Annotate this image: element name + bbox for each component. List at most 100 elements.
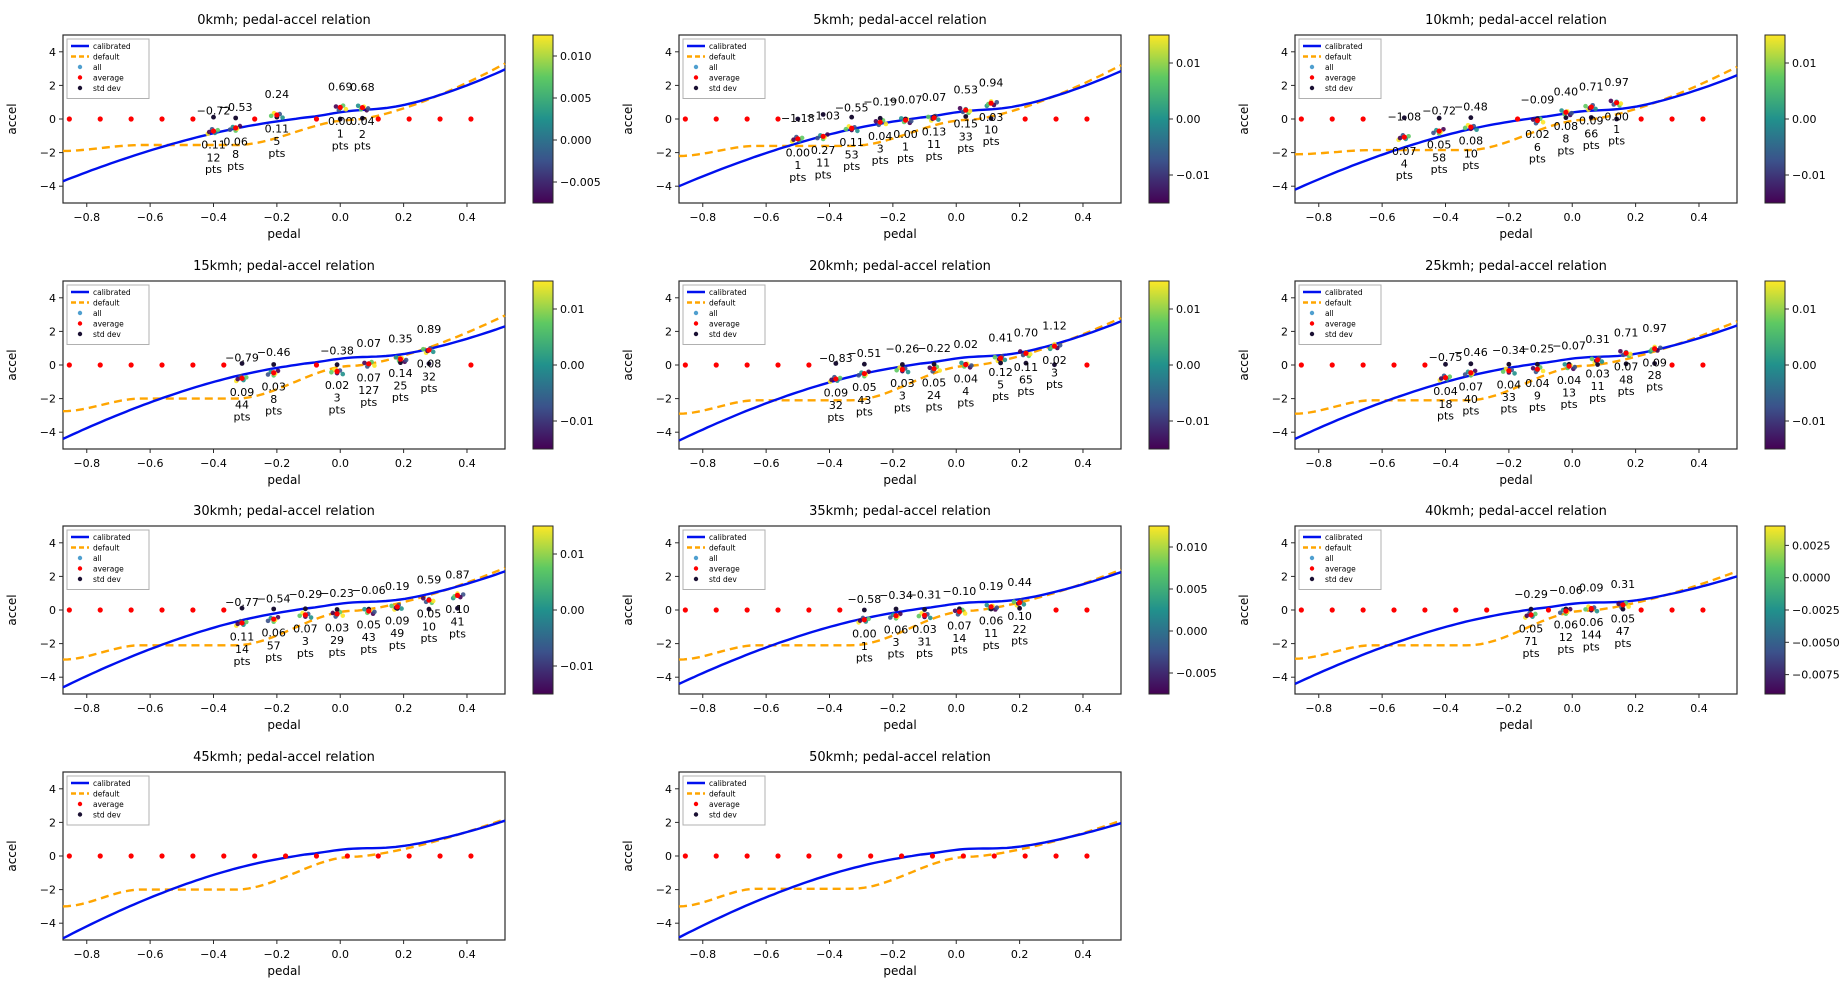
colorbar-tick-label: −0.01 — [560, 415, 594, 428]
all-dot — [984, 602, 990, 608]
std-annotation: 0.05 — [852, 381, 877, 394]
pts-unit-annotation: pts — [1618, 385, 1635, 398]
legend-label: default — [93, 543, 119, 552]
legend-label: all — [93, 554, 102, 563]
legend-average-dot — [693, 801, 699, 807]
x-tick-label: −0.4 — [816, 457, 843, 470]
all-dot — [265, 372, 271, 377]
y-tick-label: 0 — [49, 359, 56, 372]
avg-annotation: 0.24 — [265, 88, 290, 101]
pts-unit-annotation: pts — [205, 163, 222, 176]
pts-count-annotation: 48 — [1619, 373, 1633, 386]
std-dev-dot — [922, 607, 927, 612]
avg-annotation: −0.06 — [352, 584, 386, 597]
pts-unit-annotation: pts — [856, 406, 873, 419]
pts-count-annotation: 3 — [877, 142, 884, 155]
average-dot — [159, 607, 165, 613]
x-axis-label: pedal — [1499, 718, 1532, 732]
average-dot — [988, 604, 994, 610]
x-tick-label: −0.8 — [1305, 457, 1332, 470]
y-tick-label: −4 — [656, 426, 672, 439]
subplot-10kmh: 10kmh; pedal-accel relation accel pedal 4 2 0… — [1237, 13, 1826, 241]
avg-annotation: −0.83 — [819, 352, 853, 365]
all-dot — [297, 613, 302, 619]
std-annotation: 0.11 — [230, 631, 255, 644]
legend-label: std dev — [709, 84, 737, 93]
all-dot — [1474, 127, 1479, 133]
avg-annotation: 0.35 — [388, 332, 413, 345]
x-tick-label: −0.2 — [880, 948, 907, 961]
colorbar-tick-label: 0.00 — [560, 604, 585, 617]
calibrated-curve — [1294, 575, 1738, 685]
pts-count-annotation: 3 — [893, 636, 900, 649]
subplot-35kmh: 35kmh; pedal-accel relation accel pedal 4 2 0… — [621, 504, 1217, 732]
pts-count-annotation: 11 — [927, 138, 941, 151]
legend-label: std dev — [709, 575, 737, 584]
pts-unit-annotation: pts — [297, 647, 314, 660]
all-dot — [420, 595, 426, 601]
std-dev-dot — [820, 112, 826, 117]
average-dot — [988, 100, 994, 106]
avg-annotation: −0.54 — [257, 592, 291, 605]
legend-label: std dev — [93, 330, 121, 339]
pts-count-annotation: 127 — [358, 384, 379, 397]
pts-unit-annotation: pts — [1462, 159, 1479, 172]
std-annotation: 0.05 — [1519, 623, 1544, 636]
average-dot — [1563, 109, 1569, 115]
all-dot — [1616, 601, 1621, 607]
legend-std-dev-dot — [77, 576, 83, 582]
all-dot — [927, 365, 933, 371]
colorbar-tick-label: 0.00 — [1792, 359, 1817, 372]
y-tick-label: −2 — [40, 638, 56, 651]
std-annotation: 0.14 — [388, 367, 413, 380]
pts-unit-annotation: pts — [227, 160, 244, 173]
all-dot — [957, 106, 963, 111]
all-dot — [873, 118, 879, 124]
average-dot — [239, 375, 245, 381]
y-tick-label: 4 — [1281, 292, 1288, 305]
calibrated-curve — [62, 819, 506, 940]
all-dot — [340, 371, 346, 377]
pts-count-annotation: 3 — [302, 635, 309, 648]
average-dot — [366, 361, 372, 367]
x-tick-label: −0.2 — [264, 702, 291, 715]
average-dot — [806, 362, 812, 368]
average-dot — [1652, 346, 1658, 352]
pts-count-annotation: 32 — [422, 370, 436, 383]
pts-count-annotation: 1 — [902, 140, 909, 153]
all-dot — [329, 369, 334, 375]
colorbar — [532, 34, 554, 204]
x-axis-label: pedal — [267, 473, 300, 487]
default-curve — [678, 568, 1122, 661]
colorbar-tick-label: 0.005 — [1176, 583, 1208, 596]
legend-label: all — [93, 63, 102, 72]
x-tick-label: 0.2 — [1627, 211, 1645, 224]
average-dot — [1298, 607, 1304, 613]
pts-count-annotation: 11 — [1591, 380, 1605, 393]
average-dot — [713, 362, 719, 368]
pts-unit-annotation: pts — [1523, 647, 1540, 660]
x-tick-label: −0.4 — [200, 211, 227, 224]
y-axis-label: accel — [621, 349, 635, 380]
y-tick-label: 2 — [1281, 79, 1288, 92]
avg-annotation: −0.48 — [1454, 100, 1488, 113]
default-curve — [678, 819, 1122, 908]
x-tick-label: −0.4 — [200, 702, 227, 715]
average-dot — [1084, 116, 1090, 122]
subplot-0kmh: 0kmh; pedal-accel relation accel pedal 4 2 0 −… — [5, 13, 601, 241]
average-dot — [97, 607, 103, 613]
y-axis-label: accel — [5, 103, 19, 134]
std-annotation: 0.03 — [261, 380, 286, 393]
pts-count-annotation: 6 — [1534, 141, 1541, 154]
std-annotation: 0.02 — [325, 379, 350, 392]
legend-label: std dev — [709, 810, 737, 819]
average-dot — [682, 116, 688, 122]
std-annotation: 0.05 — [1611, 612, 1636, 625]
x-tick-label: 0.4 — [458, 948, 476, 961]
average-dot — [1563, 608, 1569, 614]
avg-annotation: 0.41 — [988, 331, 1013, 344]
average-dot — [960, 853, 966, 859]
all-dot — [365, 106, 371, 111]
x-tick-label: 0.0 — [1563, 211, 1581, 224]
average-dot — [1669, 362, 1675, 368]
